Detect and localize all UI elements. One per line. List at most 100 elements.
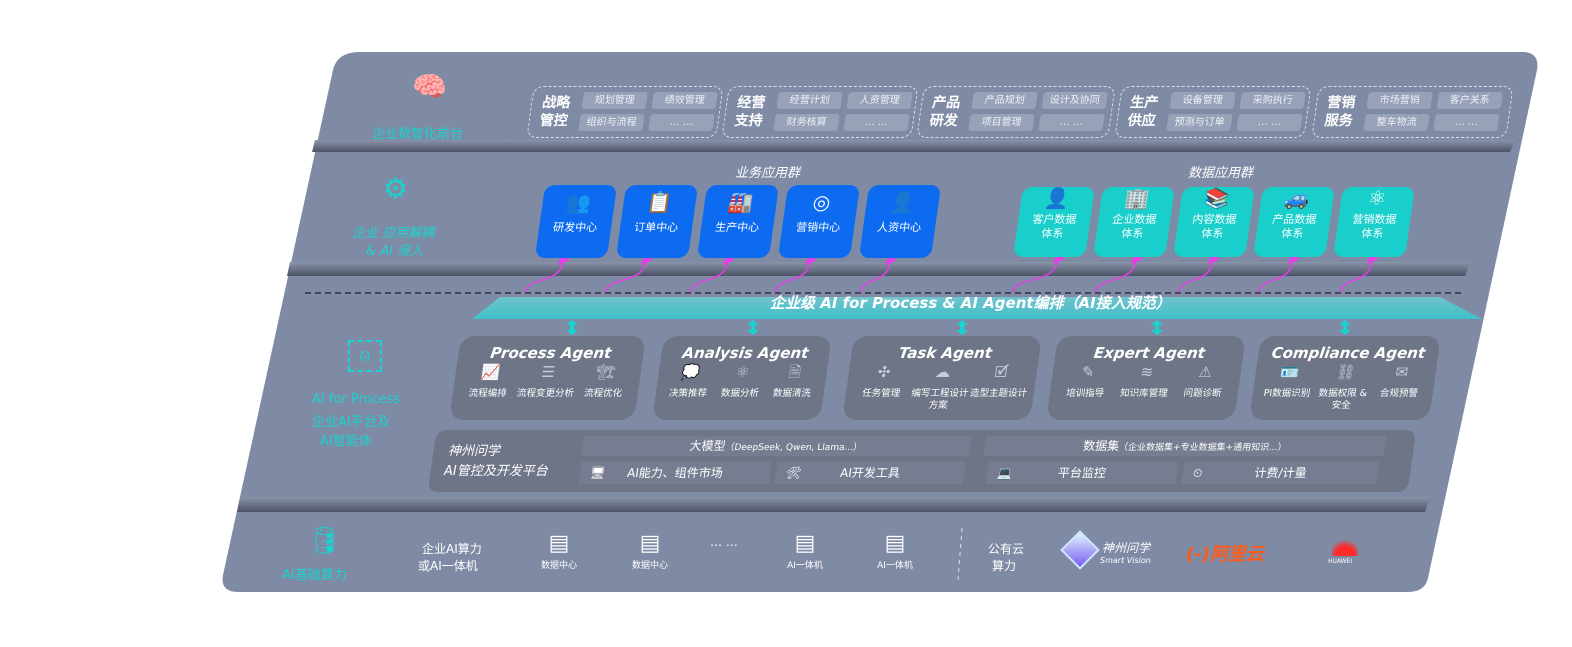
agent-card-compliance-agent[interactable]: Compliance Agent 🪪 PI数据识别 ⛓ 数据权限 & 安全 ✉ 合规预警 <box>1249 336 1441 420</box>
agent-card-analysis-agent[interactable]: Analysis Agent 💭 决策推荐 ⚛ 数据分析 🗎 数据清洗 <box>652 336 832 420</box>
agent-feature[interactable]: ☁ 编写工程设计方案 <box>908 363 973 412</box>
business-app-1[interactable]: 👥 研发中心 <box>534 185 618 258</box>
feature-icon: ≋ <box>1139 363 1155 381</box>
model-label: 大模型 <box>688 439 727 453</box>
data-app-1[interactable]: 👤 客户数据 体系 <box>1013 186 1095 257</box>
orchestration-title: 企业级 AI for Process & AI Agent编排（AI接入规范） <box>770 294 1171 312</box>
front-item[interactable]: … … <box>843 114 910 131</box>
feature-label: 合规预警 <box>1379 388 1419 399</box>
agent-feature[interactable]: ✣ 任务管理 <box>850 363 915 412</box>
dataset-note: （企业数据集+专业数据集+通用知识...） <box>1118 443 1288 453</box>
face-scan-icon: ⍝ <box>348 340 382 372</box>
layer-label-ai-2: 企业AI平台及 <box>312 415 390 430</box>
front-item[interactable]: 整车物流 <box>1363 114 1430 131</box>
agent-feature[interactable]: 🪪 PI数据识别 <box>1257 363 1319 412</box>
integration-arrow <box>604 257 647 293</box>
feature-icon: ⚛ <box>734 363 751 381</box>
agent-feature[interactable]: ≋ 知识库管理 <box>1114 363 1177 400</box>
front-item[interactable]: 产品规划 <box>971 92 1038 109</box>
model-bar[interactable]: 大模型（DeepSeek, Qwen, Llama...） <box>580 436 972 456</box>
front-item[interactable]: 财务核算 <box>773 114 840 131</box>
business-app-label: 研发中心 <box>552 221 599 234</box>
feature-icon: 🏗 <box>595 363 617 381</box>
data-app-2[interactable]: 🏢 企业数据 体系 <box>1093 186 1175 257</box>
aliyun-logo: (-)阿里云 <box>1186 540 1264 566</box>
smart-vision-name: 神州问学 <box>1102 541 1151 555</box>
front-item[interactable]: 设备管理 <box>1169 92 1236 109</box>
data-app-5[interactable]: ⚛ 营销数据 体系 <box>1333 186 1415 257</box>
front-item[interactable]: 经营计划 <box>776 92 843 109</box>
feature-label: 培训指导 <box>1065 388 1105 399</box>
front-group-title-line: 产品 <box>931 95 962 111</box>
agent-feature[interactable]: ✉ 合规预警 <box>1369 363 1431 412</box>
agent-feature[interactable]: ⛓ 数据权限 & 安全 <box>1313 363 1375 412</box>
agent-feature[interactable]: 🗹 造型主题设计 <box>967 363 1032 412</box>
agent-feature[interactable]: 📈 流程编排 <box>458 363 520 400</box>
business-app-4[interactable]: ◎ 营销中心 <box>777 185 861 258</box>
platform-title-1: 神州问学 <box>448 444 501 459</box>
front-item[interactable]: … … <box>1433 114 1500 131</box>
platform-tool[interactable]: ⏲ 计费/计量 <box>1181 462 1380 484</box>
business-app-2[interactable]: 📋 订单中心 <box>615 185 699 258</box>
agent-features: 📈 流程编排 ☰ 流程变更分析 🏗 流程优化 <box>452 363 642 400</box>
tool-label: AI能力、组件市场 <box>626 466 724 480</box>
server-icon: ▤ <box>548 531 570 556</box>
feature-label: 造型主题设计 <box>969 388 1028 399</box>
tool-label: AI开发工具 <box>839 466 901 480</box>
data-app-label: 体系 <box>1280 227 1305 240</box>
agent-feature[interactable]: ☰ 流程变更分析 <box>516 363 578 400</box>
front-group-title: 经营 支持 <box>733 94 772 130</box>
data-app-3[interactable]: 📚 内容数据 体系 <box>1173 186 1255 257</box>
front-item[interactable]: 人资管理 <box>846 92 913 109</box>
business-app-3[interactable]: 🏭 生产中心 <box>696 185 780 258</box>
front-item[interactable]: 组织与流程 <box>578 114 645 131</box>
platform-tool[interactable]: 🖥 AI能力、组件市场 <box>578 462 772 484</box>
front-item[interactable]: 客户关系 <box>1436 92 1503 109</box>
agent-feature[interactable]: 🏗 流程优化 <box>574 363 636 400</box>
huawei-logo <box>1332 536 1358 556</box>
integration-arrow <box>774 257 811 293</box>
front-group: 生产 供应 设备管理 采购执行 预测与订单… … <box>1114 86 1312 138</box>
layer-label-front: 企业数智化前台 <box>372 127 464 142</box>
front-item[interactable]: 预测与订单 <box>1166 114 1233 131</box>
layer-label-apps-1: 企业 应用解耦 <box>352 226 435 241</box>
front-item[interactable]: 规划管理 <box>581 92 648 109</box>
agent-feature[interactable]: ⚛ 数据分析 <box>713 363 769 400</box>
integration-arrow <box>1177 256 1214 293</box>
person-icon: 👤 <box>888 190 917 214</box>
front-item[interactable]: 市场营销 <box>1366 92 1433 109</box>
feature-label: 任务管理 <box>861 388 901 399</box>
platform-tool[interactable]: 💻 平台监控 <box>985 462 1179 484</box>
data-app-4[interactable]: 🚙 产品数据 体系 <box>1253 186 1335 257</box>
front-item[interactable]: … … <box>648 114 715 131</box>
data-app-label: 体系 <box>1360 227 1385 240</box>
front-item[interactable]: … … <box>1038 114 1105 131</box>
front-item[interactable]: … … <box>1236 114 1303 131</box>
front-item[interactable]: 设计及协同 <box>1041 92 1108 109</box>
platform-title-2: AI管控及开发平台 <box>444 464 548 479</box>
agent-name: Compliance Agent <box>1270 344 1427 362</box>
front-group-title: 产品 研发 <box>928 94 967 130</box>
front-item[interactable]: 绩效管理 <box>651 92 718 109</box>
front-item[interactable]: 项目管理 <box>968 114 1035 131</box>
agent-feature[interactable]: 🗎 数据清洗 <box>765 363 821 400</box>
platform-tool[interactable]: 🛠 AI开发工具 <box>774 462 966 484</box>
business-app-5[interactable]: 👤 人资中心 <box>858 185 942 258</box>
agent-card-task-agent[interactable]: Task Agent ✣ 任务管理 ☁ 编写工程设计方案 🗹 造型主题设计 <box>842 336 1042 420</box>
bidirectional-arrow <box>566 320 578 335</box>
building-icon: 🏢 <box>1123 186 1152 210</box>
tool-label: 计费/计量 <box>1253 466 1308 480</box>
dataset-bar[interactable]: 数据集（企业数据集+专业数据集+通用知识...） <box>983 436 1387 456</box>
bidirectional-arrow <box>1339 320 1351 335</box>
integration-arrow <box>1094 256 1137 293</box>
agent-card-expert-agent[interactable]: Expert Agent ✎ 培训指导 ≋ 知识库管理 ⚠ 问题诊断 <box>1046 336 1246 420</box>
feature-icon: ⚠ <box>1197 363 1214 381</box>
agent-feature[interactable]: ✎ 培训指导 <box>1055 363 1118 400</box>
front-item[interactable]: 采购执行 <box>1239 92 1306 109</box>
agent-feature[interactable]: 💭 决策推荐 <box>661 363 717 400</box>
front-group-title-line: 营销 <box>1326 95 1357 111</box>
agent-feature[interactable]: ⚠ 问题诊断 <box>1173 363 1236 400</box>
agent-card-process-agent[interactable]: Process Agent 📈 流程编排 ☰ 流程变更分析 🏗 流程优化 <box>449 336 646 420</box>
integration-arrow <box>1339 256 1373 293</box>
feature-label: 数据分析 <box>720 388 760 399</box>
